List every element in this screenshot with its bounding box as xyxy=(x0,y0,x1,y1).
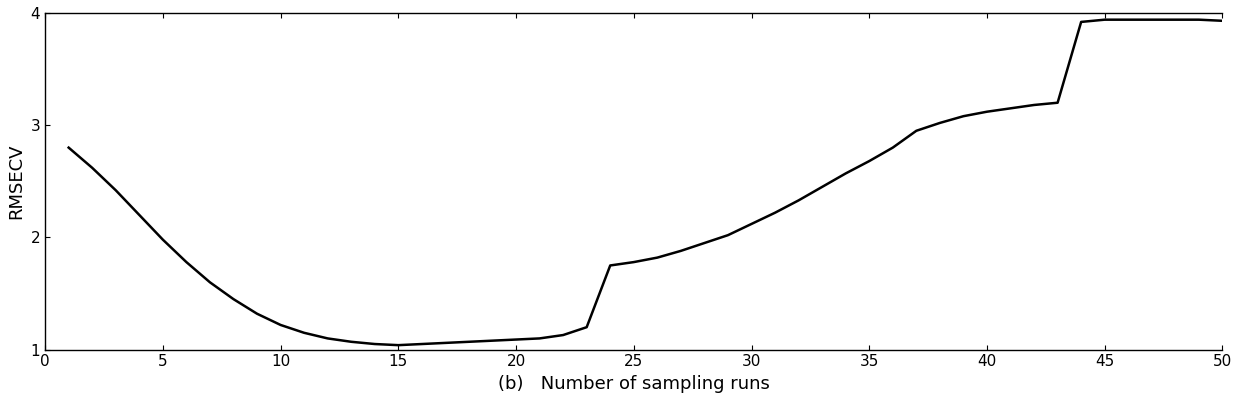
X-axis label: (b)   Number of sampling runs: (b) Number of sampling runs xyxy=(498,375,769,393)
Y-axis label: RMSECV: RMSECV xyxy=(7,144,25,219)
